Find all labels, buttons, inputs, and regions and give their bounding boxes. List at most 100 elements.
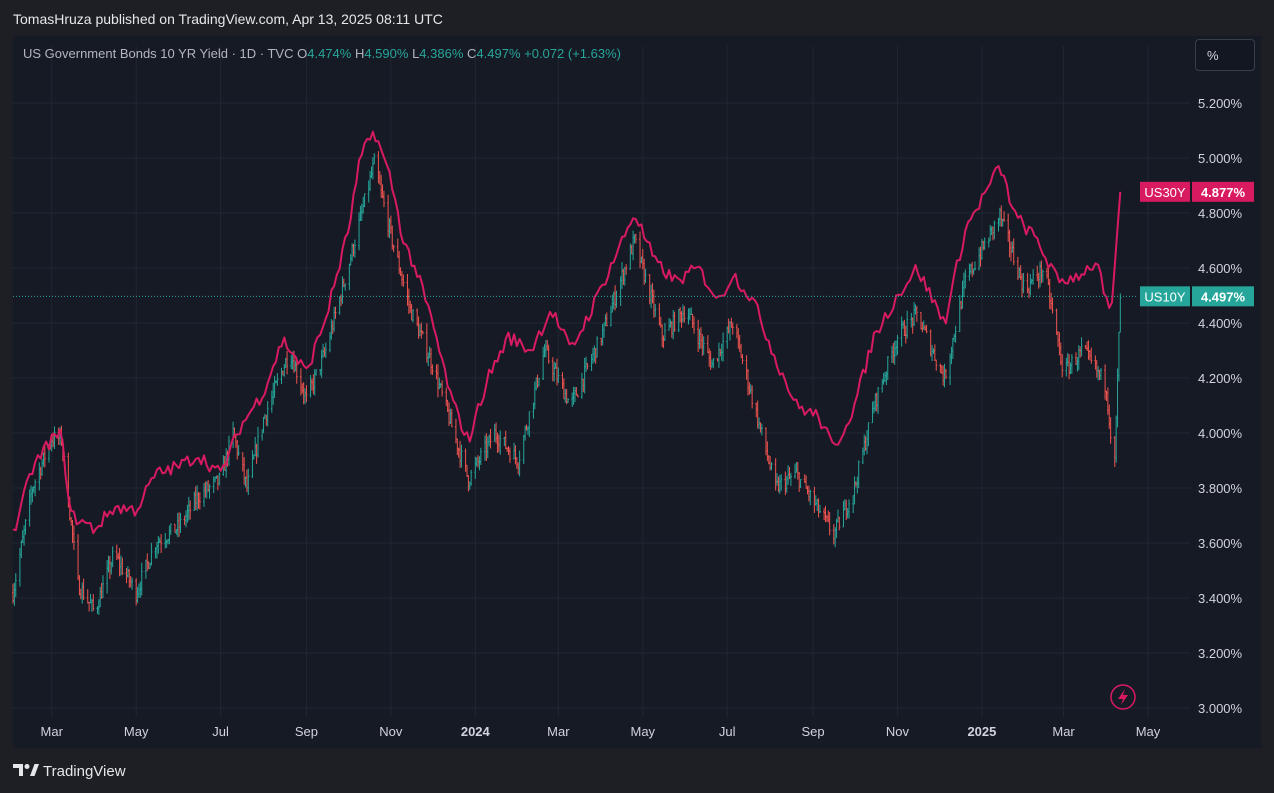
- us10y-ohlc-bar: [630, 244, 633, 255]
- us10y-ohlc-bar: [745, 355, 748, 380]
- us10y-ohlc-bar: [670, 321, 673, 338]
- us10y-ohlc-bar: [418, 323, 421, 337]
- us10y-ohlc-bar: [323, 347, 326, 357]
- us10y-ohlc-bar: [1106, 387, 1109, 415]
- us10y-ohlc-bar: [817, 498, 820, 518]
- us10y-ohlc-bar: [377, 151, 380, 184]
- symbol-legend[interactable]: US Government Bonds 10 YR Yield · 1D · T…: [23, 46, 621, 61]
- us10y-ohlc-bar: [1012, 238, 1015, 266]
- us10y-ohlc-bar: [454, 418, 457, 444]
- us10y-ohlc-bar: [902, 320, 905, 329]
- us10y-ohlc-bar: [398, 250, 401, 275]
- us10y-ohlc-bar: [319, 369, 322, 376]
- us10y-ohlc-bar: [983, 237, 986, 250]
- us10y-ohlc-bar: [421, 330, 424, 335]
- us10y-ohlc-bar: [991, 226, 994, 241]
- us10y-ohlc-bar: [223, 455, 226, 471]
- us30y-value-tag: [1192, 181, 1254, 202]
- us10y-ohlc-bar: [425, 323, 428, 363]
- legend-close-value: 4.497%: [476, 46, 521, 61]
- us10y-ohlc-bar: [88, 601, 91, 612]
- us10y-ohlc-bar: [382, 190, 385, 208]
- us10y-ohlc-bar: [392, 244, 395, 253]
- us10y-ohlc-bar: [877, 387, 880, 414]
- us10y-ohlc-bar: [236, 439, 239, 460]
- us10y-ohlc-bar: [735, 323, 738, 339]
- us10y-ohlc-bar: [1008, 229, 1011, 258]
- us10y-ohlc-bar: [111, 546, 114, 568]
- lightning-icon[interactable]: [1110, 684, 1136, 710]
- us10y-ohlc-bar: [1032, 269, 1035, 285]
- us10y-ohlc-bar: [785, 475, 788, 493]
- us10y-ohlc-bar: [1080, 337, 1083, 357]
- us10y-ohlc-bar: [622, 268, 625, 285]
- us10y-ohlc-bar: [968, 263, 971, 281]
- us10y-ohlc-bar: [679, 307, 682, 323]
- us10y-ohlc-bar: [997, 217, 1000, 232]
- us10y-ohlc-bar: [265, 415, 268, 426]
- us10y-ohlc-bar: [993, 220, 996, 240]
- us10y-ohlc-bar: [737, 328, 740, 349]
- us10y-ohlc-bar: [658, 303, 661, 326]
- us10y-ohlc-bar: [555, 358, 558, 386]
- us10y-ohlc-bar: [591, 347, 594, 364]
- us10y-ohlc-bar: [702, 336, 705, 355]
- us10y-ohlc-bar: [399, 267, 402, 276]
- us10y-ohlc-bar: [882, 372, 885, 385]
- us10y-ohlc-bar: [402, 274, 405, 287]
- us10y-ohlc-bar: [805, 475, 808, 489]
- us10y-ohlc-bar: [778, 475, 781, 494]
- us10y-ohlc-bar: [867, 422, 870, 447]
- us10y-ohlc-bar: [497, 434, 500, 453]
- us10y-ohlc-bar: [827, 510, 830, 523]
- us10y-ohlc-bar: [1029, 274, 1032, 296]
- us10y-ohlc-bar: [687, 308, 690, 325]
- us10y-ohlc-bar: [464, 448, 467, 472]
- us10y-ohlc-bar: [256, 426, 259, 458]
- us10y-value-label: 4.497%: [1201, 289, 1246, 304]
- y-tick-label: 5.200%: [1198, 96, 1243, 111]
- footer-brand[interactable]: TradingView: [13, 763, 126, 781]
- us10y-ohlc-bar: [157, 535, 160, 554]
- us10y-ohlc-bar: [312, 374, 315, 395]
- us10y-ohlc-bar: [99, 586, 102, 608]
- us10y-ohlc-bar: [586, 363, 589, 370]
- legend-open-label: O: [297, 46, 308, 61]
- us10y-ohlc-bar: [615, 290, 618, 308]
- us30y-line: [12, 130, 1122, 535]
- us10y-ohlc-bar: [677, 308, 680, 333]
- us10y-ohlc-bar: [459, 440, 462, 468]
- us10y-name-label: US10Y: [1144, 289, 1186, 304]
- us10y-ohlc-bar: [774, 458, 777, 491]
- us10y-ohlc-bar: [1007, 213, 1010, 242]
- us10y-ohlc-bar: [341, 276, 344, 304]
- percent-scale-button[interactable]: %: [1195, 39, 1255, 71]
- us10y-ohlc-bar: [218, 472, 221, 486]
- us10y-ohlc-bar: [911, 317, 914, 334]
- us10y-ohlc-bar: [838, 516, 841, 531]
- us10y-ohlc-bar: [931, 344, 934, 362]
- us10y-ohlc-bar: [950, 346, 953, 364]
- us10y-ohlc-bar: [273, 375, 276, 398]
- us10y-ohlc-bar: [483, 435, 486, 461]
- us10y-ohlc-bar: [1061, 353, 1064, 378]
- us10y-ohlc-bar: [828, 512, 831, 536]
- us10y-ohlc-bar: [971, 262, 974, 277]
- us10y-ohlc-bar: [982, 240, 985, 251]
- us10y-ohlc-bar: [1088, 350, 1091, 361]
- us10y-ohlc-bar: [533, 381, 536, 410]
- us10y-ohlc-bar: [178, 512, 181, 537]
- us10y-ohlc-bar: [921, 322, 924, 333]
- us10y-ohlc-bar: [910, 312, 913, 328]
- us10y-ohlc-bar: [922, 320, 925, 330]
- us10y-ohlc-bar: [989, 224, 992, 242]
- us10y-ohlc-bar: [780, 474, 783, 491]
- us10y-ohlc-bar: [848, 499, 851, 519]
- us10y-ohlc-bar: [1098, 369, 1101, 381]
- us10y-ohlc-bar: [564, 388, 567, 403]
- tradingview-logo-icon: [13, 763, 39, 781]
- us10y-ohlc-bar: [131, 577, 134, 590]
- us10y-ohlc-bar: [842, 500, 845, 528]
- us10y-ohlc-bar: [71, 520, 74, 544]
